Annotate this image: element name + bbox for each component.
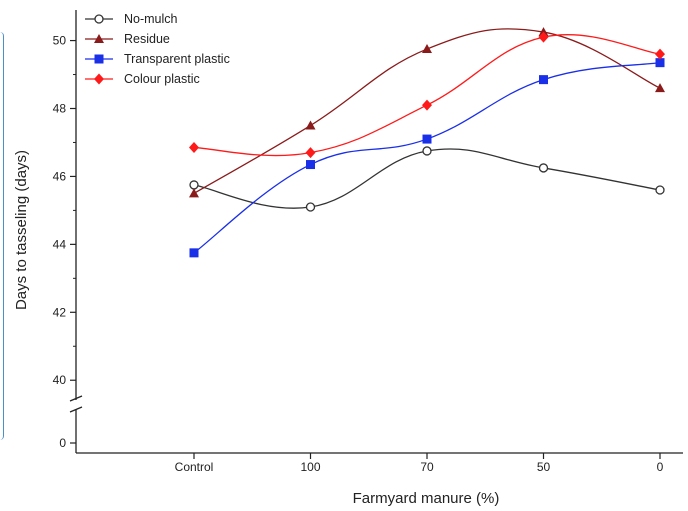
- series-line: [193, 62, 661, 254]
- x-tick-label: 70: [420, 460, 434, 474]
- data-point: [422, 134, 432, 144]
- data-point: [655, 58, 665, 68]
- axes: 0 40 42 44 46 48 50 Control 100 70 50 0: [53, 10, 683, 474]
- x-tick-label: Control: [175, 460, 214, 474]
- y-tick-label: 42: [53, 305, 67, 319]
- legend-label: Residue: [124, 32, 170, 46]
- page-edge-decoration: [0, 32, 4, 440]
- legend-label: No-mulch: [124, 12, 178, 26]
- legend-marker: [94, 14, 104, 24]
- legend: No-mulch Residue Transparent plastic Colour…: [85, 12, 230, 86]
- axis-break-mark: [69, 406, 83, 413]
- y-tick-label: 46: [53, 169, 67, 183]
- x-tick-label: 50: [537, 460, 551, 474]
- legend-label: Colour plastic: [124, 72, 200, 86]
- y-tick-label: 50: [53, 34, 67, 48]
- data-point: [655, 48, 665, 60]
- data-point: [422, 99, 432, 111]
- data-point: [305, 120, 316, 130]
- data-point: [189, 142, 199, 154]
- data-point: [422, 146, 432, 156]
- legend-marker: [94, 73, 104, 85]
- legend-marker: [94, 34, 104, 43]
- legend-marker: [94, 54, 104, 64]
- x-tick-label: 100: [300, 460, 320, 474]
- y-tick-label: 44: [53, 237, 67, 251]
- legend-label: Transparent plastic: [124, 52, 230, 66]
- data-point: [538, 27, 549, 37]
- data-point: [422, 44, 432, 54]
- x-axis-label: Farmyard manure (%): [353, 490, 500, 507]
- data-point: [538, 163, 549, 173]
- y-tick-label: 40: [53, 373, 67, 387]
- series-markers: [189, 27, 665, 258]
- series-line: [193, 28, 661, 194]
- data-point: [189, 188, 199, 198]
- data-point: [305, 202, 316, 212]
- y-axis-label: Days to tasseling (days): [13, 150, 30, 310]
- data-point: [305, 147, 316, 159]
- data-point: [189, 180, 199, 190]
- data-point: [189, 248, 199, 258]
- x-tick-label: 0: [657, 460, 664, 474]
- y-tick-label: 0: [59, 436, 66, 450]
- data-point: [655, 83, 665, 93]
- data-point: [539, 75, 548, 85]
- data-point: [538, 31, 549, 43]
- y-tick-label: 48: [53, 102, 67, 116]
- data-point: [306, 160, 315, 170]
- series-line: [193, 148, 661, 209]
- axis-break-mark: [69, 395, 83, 402]
- data-point: [655, 185, 665, 195]
